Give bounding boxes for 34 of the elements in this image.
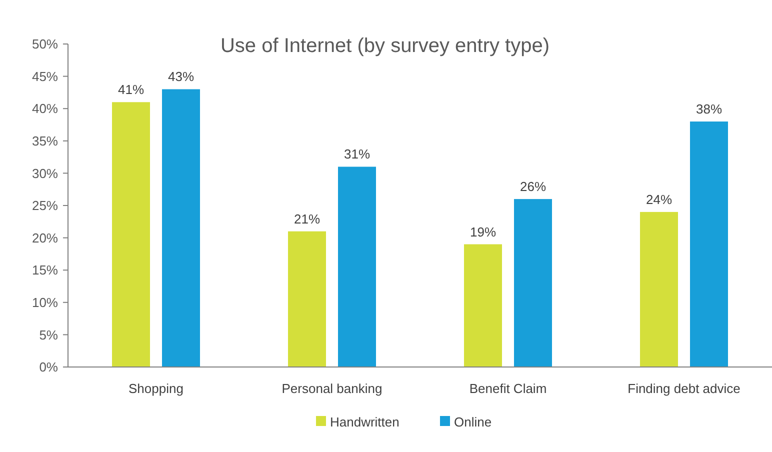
y-tick-label: 45%: [32, 68, 58, 84]
data-label: 41%: [118, 82, 144, 98]
bar: [112, 102, 150, 367]
bar: [464, 244, 502, 367]
y-tick-label: 40%: [32, 101, 58, 116]
data-label: 26%: [520, 179, 546, 194]
y-tick-label: 35%: [32, 133, 58, 148]
y-tick-label: 15%: [32, 262, 58, 278]
y-tick-label: 30%: [32, 166, 58, 181]
data-label: 19%: [470, 224, 496, 240]
bar: [338, 166, 376, 367]
data-label: 31%: [344, 146, 370, 162]
chart-title: Use of Internet (by survey entry type): [220, 35, 550, 57]
legend-label: Handwritten: [330, 414, 400, 430]
y-tick-label: 0%: [39, 360, 58, 375]
y-tick-label: 25%: [32, 198, 58, 214]
bar: [640, 212, 678, 367]
bar: [690, 122, 728, 367]
x-tick-label: Shopping: [128, 381, 184, 396]
bar: [514, 199, 552, 367]
y-tick-label: 20%: [32, 230, 58, 246]
bar: [288, 231, 326, 367]
legend-label: Online: [454, 414, 492, 430]
x-tick-label: Personal banking: [282, 381, 382, 396]
bar: [162, 89, 200, 367]
x-tick-label: Benefit Claim: [469, 381, 547, 396]
y-tick-label: 50%: [32, 36, 58, 52]
y-tick-label: 5%: [39, 327, 58, 342]
y-tick-label: 10%: [32, 294, 58, 310]
x-tick-label: Finding debt advice: [628, 381, 740, 396]
data-label: 21%: [294, 211, 320, 226]
data-label: 43%: [168, 69, 194, 84]
data-label: 38%: [696, 102, 722, 117]
data-label: 24%: [646, 192, 672, 207]
